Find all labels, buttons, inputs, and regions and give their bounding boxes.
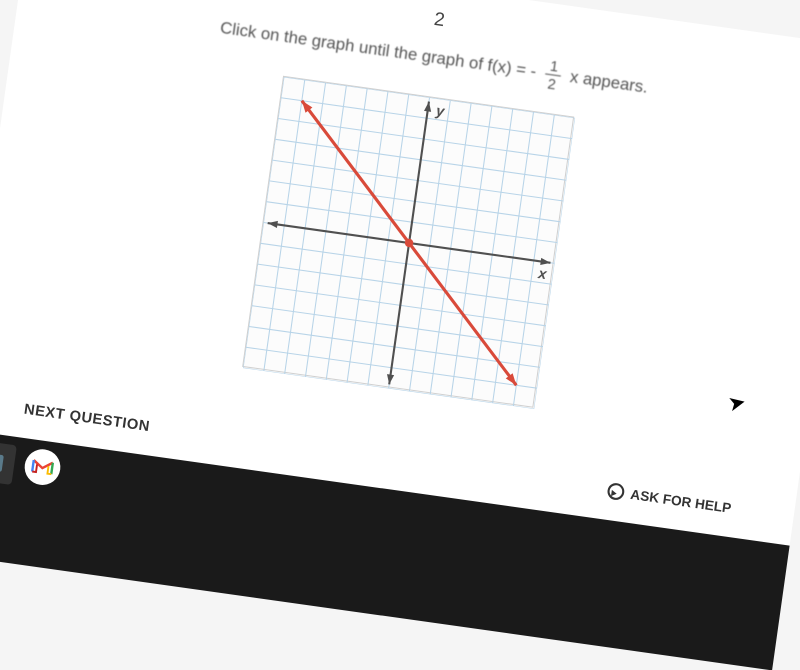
svg-text:x: x <box>536 266 548 283</box>
ask-help-label: ASK FOR HELP <box>630 486 733 516</box>
fraction-numerator: 1 <box>545 57 564 77</box>
next-question-button[interactable]: NEXT QUESTION <box>23 400 151 434</box>
app-icon <box>0 451 6 475</box>
svg-text:y: y <box>434 103 446 120</box>
graph-svg: yx <box>243 77 575 409</box>
fraction-denominator: 2 <box>542 74 561 93</box>
graph[interactable]: yx <box>242 76 574 408</box>
question-func: f(x) = - <box>486 57 537 81</box>
question-fraction: 1 2 <box>542 57 563 94</box>
gmail-icon <box>29 454 55 480</box>
taskbar-app-icon[interactable] <box>0 440 17 485</box>
taskbar-gmail-icon[interactable] <box>22 447 62 487</box>
play-icon <box>607 482 626 501</box>
ask-for-help-button[interactable]: ASK FOR HELP <box>607 482 733 516</box>
question-suffix: x appears. <box>569 68 649 97</box>
